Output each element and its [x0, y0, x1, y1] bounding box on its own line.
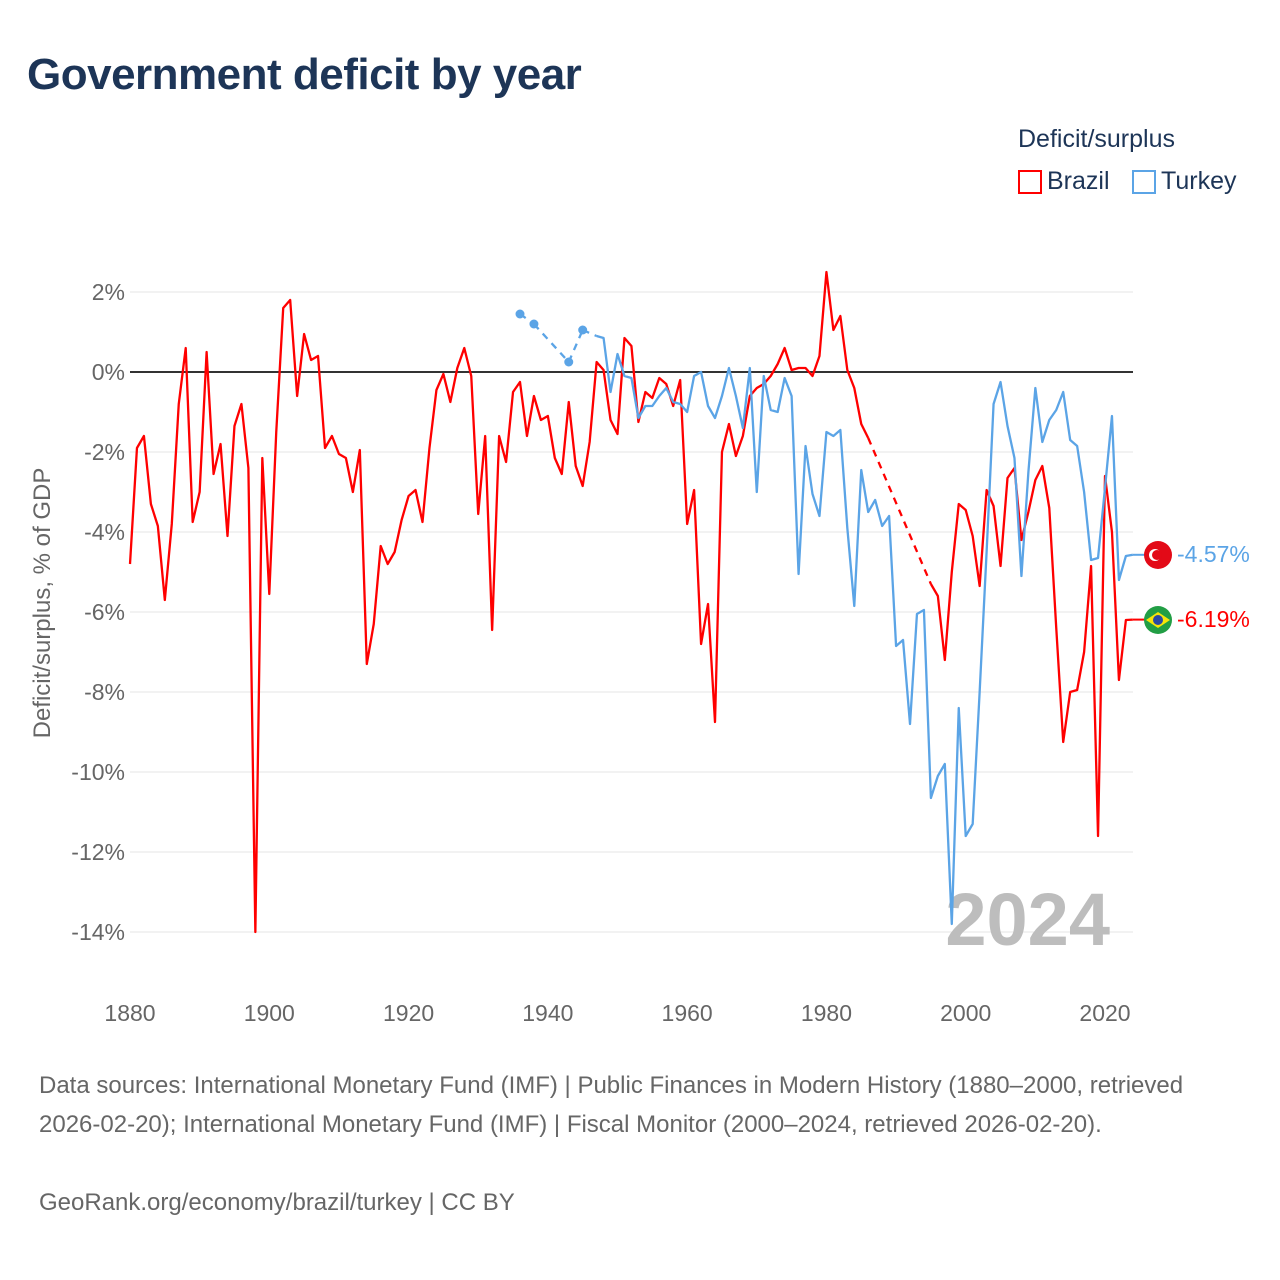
y-tick-label: -12% [71, 839, 125, 865]
brazil-gap-line [867, 437, 932, 585]
y-tick-label: -6% [84, 599, 125, 625]
x-tick-label: 2020 [1079, 1000, 1130, 1026]
x-tick-label: 1880 [104, 1000, 155, 1026]
year-watermark: 2024 [945, 878, 1110, 961]
brazil-end-label: -6.19% [1177, 606, 1250, 632]
y-axis-label: Deficit/surplus, % of GDP [29, 468, 56, 739]
y-tick-label: 2% [92, 279, 125, 305]
brazil-line [929, 464, 1133, 838]
chart-title: Government deficit by year [27, 50, 582, 99]
chart-plot: 2% 0% -2% -4% -6% -8% -10% -12% -14% 1880 1900 1920… [29, 270, 1250, 1026]
x-tick-label: 1920 [383, 1000, 434, 1026]
turkey-point [515, 309, 525, 319]
turkey-line [596, 334, 1134, 926]
legend-item-brazil[interactable]: Brazil [1018, 167, 1110, 196]
x-tick-label: 1940 [522, 1000, 573, 1026]
legend-title: Deficit/surplus [1018, 125, 1175, 153]
legend-swatch-brazil [1018, 169, 1042, 194]
turkey-end-label: -4.57% [1177, 541, 1250, 567]
legend-swatch-turkey [1132, 169, 1156, 194]
x-tick-label: 1900 [244, 1000, 295, 1026]
x-tick-label: 2000 [940, 1000, 991, 1026]
data-sources: Data sources: International Monetary Fun… [39, 1072, 1184, 1138]
y-tick-label: -4% [84, 519, 125, 545]
y-tick-label: -8% [84, 679, 125, 705]
turkey-point [564, 357, 574, 367]
turkey-flag-crescent-cut [1152, 550, 1162, 560]
turkey-point [578, 325, 588, 335]
brazil-flag-globe [1153, 615, 1163, 625]
legend-item-turkey[interactable]: Turkey [1132, 167, 1236, 196]
y-tick-label: -2% [84, 439, 125, 465]
y-tick-label: -10% [71, 759, 125, 785]
turkey-point [529, 319, 539, 329]
x-tick-label: 1980 [801, 1000, 852, 1026]
x-tick-label: 1960 [662, 1000, 713, 1026]
brazil-line [128, 270, 870, 934]
credit-link[interactable]: GeoRank.org/economy/brazil/turkey | CC B… [39, 1189, 515, 1216]
legend-label-turkey: Turkey [1161, 167, 1237, 195]
y-tick-label: 0% [92, 359, 125, 385]
turkey-gap-line [567, 329, 584, 363]
legend-label-brazil: Brazil [1047, 167, 1110, 195]
turkey-gap-line [533, 323, 570, 363]
y-tick-label: -14% [71, 919, 125, 945]
